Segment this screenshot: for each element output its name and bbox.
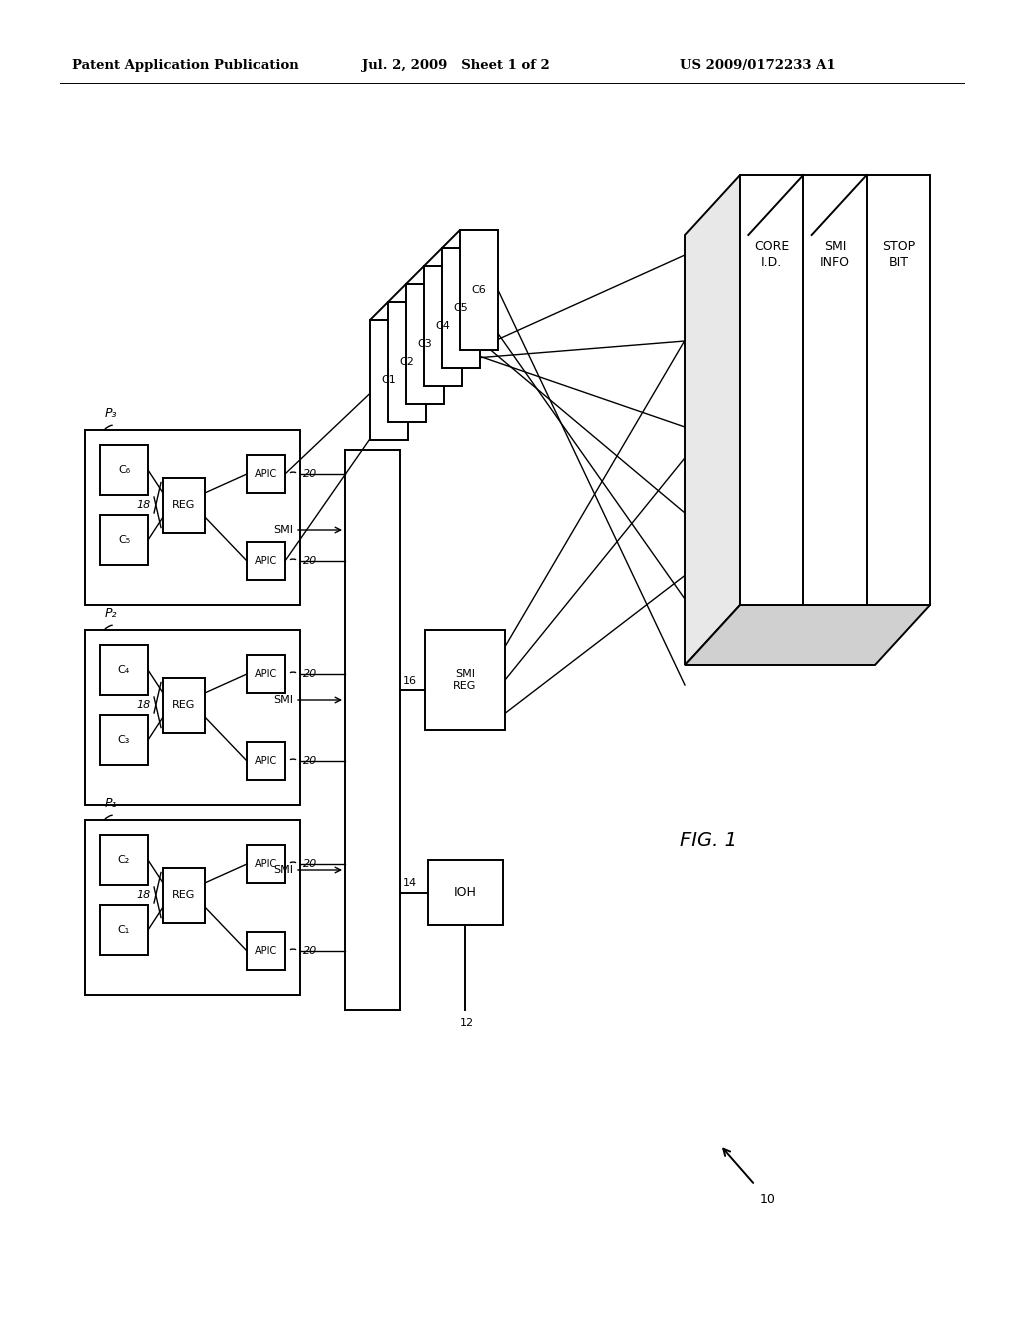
Text: 10: 10 — [760, 1193, 776, 1206]
Text: SMI: SMI — [273, 696, 293, 705]
Bar — [247, 543, 285, 579]
Text: IOH: IOH — [454, 886, 476, 899]
Bar — [425, 630, 505, 730]
Text: 20: 20 — [303, 669, 317, 678]
Bar — [370, 319, 408, 440]
Text: APIC: APIC — [255, 469, 278, 479]
Bar — [247, 655, 285, 693]
Text: 20: 20 — [303, 469, 317, 479]
Bar — [406, 284, 444, 404]
Bar — [100, 906, 148, 954]
Bar — [100, 836, 148, 884]
Text: Jul. 2, 2009   Sheet 1 of 2: Jul. 2, 2009 Sheet 1 of 2 — [362, 58, 550, 71]
Bar — [85, 820, 300, 995]
Text: 18: 18 — [137, 700, 151, 710]
Text: REG: REG — [172, 890, 196, 900]
Bar — [163, 677, 205, 733]
Bar — [247, 845, 285, 883]
Text: 20: 20 — [303, 946, 317, 956]
Bar — [85, 630, 300, 805]
Polygon shape — [388, 284, 444, 302]
Text: P₂: P₂ — [105, 607, 118, 620]
Text: SMI
REG: SMI REG — [454, 669, 477, 692]
Text: C₂: C₂ — [118, 855, 130, 865]
Text: CORE
I.D.: CORE I.D. — [754, 240, 790, 269]
Text: C₆: C₆ — [118, 465, 130, 475]
Bar — [100, 645, 148, 696]
Text: APIC: APIC — [255, 669, 278, 678]
Bar — [100, 715, 148, 766]
Bar — [740, 176, 930, 605]
Text: APIC: APIC — [255, 859, 278, 869]
Bar — [85, 430, 300, 605]
Polygon shape — [370, 302, 426, 319]
Text: 20: 20 — [303, 756, 317, 766]
Text: C2: C2 — [399, 356, 415, 367]
Text: C₃: C₃ — [118, 735, 130, 744]
Text: C4: C4 — [435, 321, 451, 331]
Text: C5: C5 — [454, 304, 468, 313]
Text: P₃: P₃ — [105, 407, 118, 420]
Text: REG: REG — [172, 700, 196, 710]
Text: 12: 12 — [460, 1018, 474, 1028]
Text: 16: 16 — [403, 676, 417, 686]
Bar — [424, 267, 462, 385]
Text: SMI: SMI — [273, 525, 293, 535]
Text: C₄: C₄ — [118, 665, 130, 675]
Text: APIC: APIC — [255, 756, 278, 766]
Text: US 2009/0172233 A1: US 2009/0172233 A1 — [680, 58, 836, 71]
Bar — [427, 861, 503, 925]
Text: C₅: C₅ — [118, 535, 130, 545]
Text: STOP
BIT: STOP BIT — [882, 240, 914, 269]
Text: C3: C3 — [418, 339, 432, 348]
Bar — [247, 742, 285, 780]
Bar — [247, 932, 285, 970]
Text: C6: C6 — [472, 285, 486, 294]
Text: Patent Application Publication: Patent Application Publication — [72, 58, 299, 71]
Bar — [100, 445, 148, 495]
Bar — [388, 302, 426, 422]
Text: P₁: P₁ — [105, 797, 118, 810]
Text: APIC: APIC — [255, 946, 278, 956]
Text: SMI
INFO: SMI INFO — [820, 240, 850, 269]
Bar — [247, 455, 285, 492]
Bar — [460, 230, 498, 350]
Bar — [163, 478, 205, 532]
Text: 18: 18 — [137, 890, 151, 900]
Polygon shape — [685, 605, 930, 665]
Text: 18: 18 — [137, 500, 151, 510]
Text: APIC: APIC — [255, 556, 278, 566]
Bar — [163, 867, 205, 923]
Text: 14: 14 — [403, 879, 417, 888]
Text: 20: 20 — [303, 556, 317, 566]
Polygon shape — [685, 176, 740, 665]
Text: C₁: C₁ — [118, 925, 130, 935]
Bar — [100, 515, 148, 565]
Text: REG: REG — [172, 500, 196, 510]
Bar — [442, 248, 480, 368]
Text: 20: 20 — [303, 859, 317, 869]
Polygon shape — [442, 230, 498, 248]
Text: FIG. 1: FIG. 1 — [680, 830, 737, 850]
Text: C1: C1 — [382, 375, 396, 385]
Polygon shape — [406, 267, 462, 284]
Polygon shape — [424, 248, 480, 267]
Text: SMI: SMI — [273, 865, 293, 875]
